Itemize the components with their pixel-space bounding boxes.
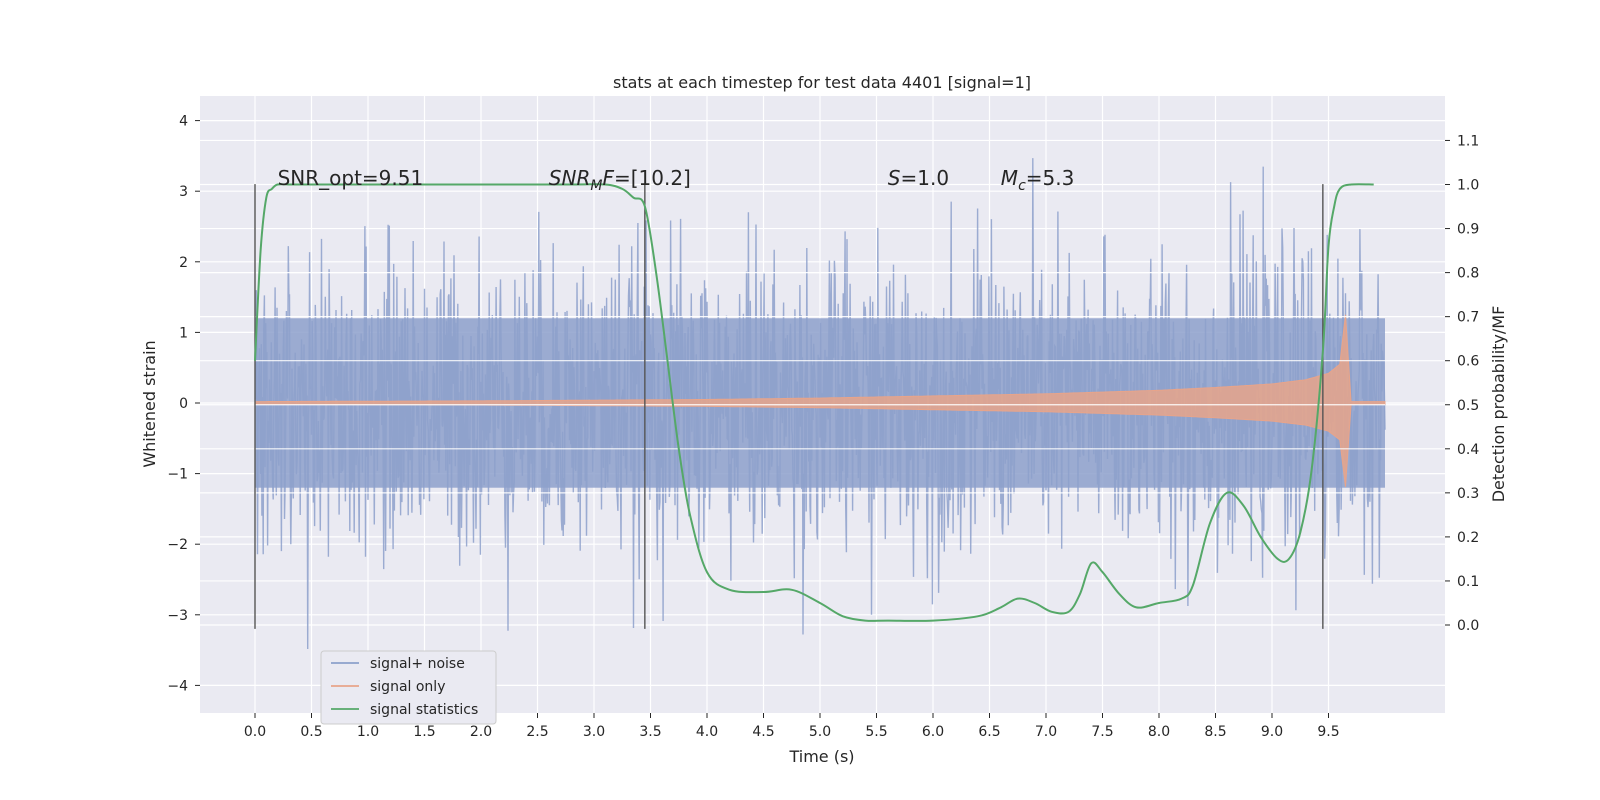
- y2-axis-label: Detection probability/MF: [1489, 306, 1508, 503]
- x-tick-label: 2.5: [526, 724, 548, 740]
- x-tick-label: 9.0: [1261, 724, 1283, 740]
- x-tick-label: 9.5: [1317, 724, 1339, 740]
- annotation-mc: Mc=5.3: [1001, 166, 1075, 194]
- annotation-snr-opt: SNR_opt=9.51: [278, 166, 424, 190]
- x-tick-label: 2.0: [470, 724, 492, 740]
- y-tick-label: 1: [179, 325, 188, 341]
- annotation-s-stat: S=1.0: [888, 166, 949, 190]
- y-tick-label: 4: [179, 114, 188, 130]
- y2-tick-label: 1.0: [1457, 178, 1479, 194]
- y-tick-label: 3: [179, 184, 188, 200]
- y-axis-ticks: −4 −3 −2 −1 0 1 2 3 4: [167, 114, 200, 694]
- x-tick-label: 6.0: [922, 724, 944, 740]
- x-tick-label: 8.5: [1204, 724, 1226, 740]
- legend-box: [320, 650, 497, 725]
- x-tick-label: 5.5: [865, 724, 887, 740]
- y2-tick-label: 0.0: [1457, 618, 1479, 634]
- y2-tick-label: 0.2: [1457, 530, 1479, 546]
- annotation-snr-mf: SNRMF=[10.2]: [549, 166, 691, 194]
- y-tick-label: −4: [167, 678, 188, 694]
- legend-label-signal-noise: signal+ noise: [370, 656, 465, 672]
- y2-tick-label: 1.1: [1457, 133, 1479, 149]
- x-tick-label: 0.5: [300, 724, 322, 740]
- y-tick-label: 0: [179, 396, 188, 412]
- legend-label-signal-statistics: signal statistics: [370, 702, 478, 718]
- x-tick-label: 3.5: [639, 724, 661, 740]
- y2-tick-label: 0.9: [1457, 222, 1479, 238]
- x-tick-label: 7.5: [1091, 724, 1113, 740]
- chart-title: stats at each timestep for test data 440…: [613, 73, 1031, 92]
- y2-tick-label: 0.6: [1457, 354, 1479, 370]
- x-tick-label: 5.0: [809, 724, 831, 740]
- x-tick-label: 4.5: [752, 724, 774, 740]
- x-tick-label: 1.0: [357, 724, 379, 740]
- stat-layer: [254, 183, 1374, 622]
- y-tick-label: −1: [167, 467, 188, 483]
- y2-tick-label: 0.3: [1457, 486, 1479, 502]
- y2-tick-label: 0.5: [1457, 398, 1479, 414]
- y-tick-label: −3: [167, 608, 188, 624]
- y2-tick-label: 0.4: [1457, 442, 1479, 458]
- x-tick-label: 4.0: [696, 724, 718, 740]
- series-layer: [254, 158, 1386, 650]
- annotations: SNR_opt=9.51 SNRMF=[10.2] S=1.0 Mc=5.3: [278, 166, 1075, 194]
- y2-axis-ticks: 0.0 0.1 0.2 0.3 0.4 0.5 0.6 0.7 0.8 0.9 1.0 1.1: [1445, 133, 1479, 634]
- y2-tick-label: 0.7: [1457, 310, 1479, 326]
- x-axis-label: Time (s): [788, 747, 854, 766]
- y-tick-label: 2: [179, 255, 188, 271]
- x-tick-label: 6.5: [978, 724, 1000, 740]
- series-signal-statistics: [254, 183, 1374, 622]
- vline-layer: [254, 184, 1324, 629]
- y2-tick-label: 0.1: [1457, 574, 1479, 590]
- legend: signal+ noise signal only signal statist…: [320, 650, 497, 725]
- x-tick-label: 1.5: [413, 724, 435, 740]
- x-axis-ticks: 0.0 0.5 1.0 1.5 2.0 2.5 3.0 3.5 4.0 4.5 5.0 5.5 6.0 6…: [244, 713, 1340, 740]
- x-tick-label: 3.0: [583, 724, 605, 740]
- x-tick-label: 7.0: [1035, 724, 1057, 740]
- y-tick-label: −2: [167, 537, 188, 553]
- x-tick-label: 0.0: [244, 724, 266, 740]
- y2-tick-label: 0.8: [1457, 266, 1479, 282]
- legend-label-signal-only: signal only: [370, 679, 445, 695]
- y-axis-label: Whitened strain: [140, 340, 159, 467]
- x-tick-label: 8.0: [1148, 724, 1170, 740]
